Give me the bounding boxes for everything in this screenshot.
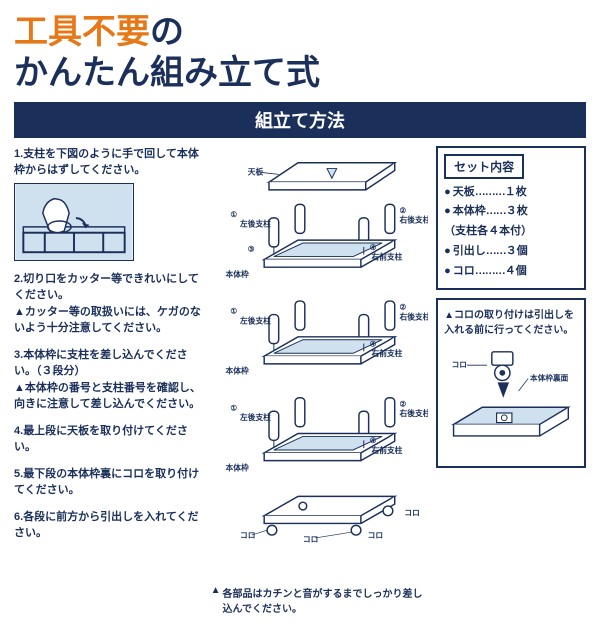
step-num: 1. [14,148,23,160]
step-4: 4.最上段に天板を取り付けてください。 [14,423,203,456]
assembly-diagram: 天板 ① 左後支柱 ② [211,146,429,576]
step-text: 最下段の本体枠裏にコロを取り付けてください。 [14,468,199,497]
step-3: 3.本体枠に支柱を差し込んでください。（３段分） ▲本体枠の番号と支柱番号を確認… [14,347,203,413]
svg-text:①: ① [230,306,237,315]
svg-text:左後支柱: 左後支柱 [239,315,271,325]
main-heading: 工具不要の かんたん組み立て式 [14,12,586,94]
step-text: 支柱を下図のように手で回して本体枠からはずしてください。 [14,148,199,177]
warn-icon: ▲ [211,585,221,596]
instructions-column: 1.支柱を下図のように手で回して本体枠からはずしてください。 [14,146,203,615]
list-item: 引出し……３個 [444,242,578,262]
step-1: 1.支柱を下図のように手で回して本体枠からはずしてください。 [14,146,203,261]
svg-text:右後支柱: 右後支柱 [398,311,428,321]
footer-text: 各部品はカチンと音がするまでしっかり差し込んでください。 [222,585,428,615]
svg-text:②: ② [399,206,406,215]
contents-box: セット内容 天板………１枚 本体枠……３枚（支柱各４本付） 引出し……３個 コロ… [436,146,586,290]
svg-text:①: ① [230,403,237,412]
contents-list: 天板………１枚 本体枠……３枚（支柱各４本付） 引出し……３個 コロ………４個 [444,183,578,282]
heading-suffix: の [150,13,184,51]
step-text: 本体枠に支柱を差し込んでください。（３段分） [14,349,188,378]
svg-text:②: ② [399,302,406,311]
contents-title: セット内容 [444,154,524,179]
step-warn: ▲カッター等の取扱いには、ケガのないよう十分注意してください。 [14,306,201,335]
caster-illustration: コロ 本体枠裏面 [444,336,578,446]
step-num: 5. [14,468,23,480]
diagram-column: 天板 ① 左後支柱 ② [211,146,429,615]
svg-text:本体枠: 本体枠 [225,365,248,375]
svg-text:右後支柱: 右後支柱 [398,214,428,224]
right-column: セット内容 天板………１枚 本体枠……３枚（支柱各４本付） 引出し……３個 コロ… [436,146,586,615]
svg-text:④: ④ [369,339,376,348]
svg-text:本体枠: 本体枠 [225,462,248,472]
lbl-tenban: 天板 [247,166,263,176]
svg-text:コロ: コロ [404,508,419,517]
step-2: 2.切り口をカッター等できれいにしてください。 ▲カッター等の取扱いには、ケガの… [14,271,203,337]
svg-text:④: ④ [369,436,376,445]
heading-accent: 工具不要 [14,13,150,51]
svg-text:②: ② [399,399,406,408]
step-text: 切り口をカッター等できれいにしてください。 [14,273,199,302]
list-item: コロ………４個 [444,262,578,282]
step-6: 6.各段に前方から引出しを入れてください。 [14,509,203,542]
svg-text:右後支柱: 右後支柱 [398,408,428,418]
svg-text:左後支柱: 左後支柱 [239,218,271,228]
svg-text:右前支柱: 右前支柱 [370,251,402,261]
footer-note: ▲ 各部品はカチンと音がするまでしっかり差し込んでください。 [211,585,429,615]
svg-text:本体枠裏面: 本体枠裏面 [530,372,569,382]
section-title-bar: 組立て方法 [14,102,586,138]
svg-text:コロ: コロ [302,534,317,543]
caster-note-box: ▲コロの取り付けは引出しを入れる前に行ってください。 コロ 本体枠裏面 [436,298,586,468]
svg-text:①: ① [230,210,237,219]
svg-text:コロ: コロ [367,531,382,540]
heading-line2: かんたん組み立て式 [14,54,320,92]
step-num: 6. [14,511,23,523]
svg-text:右前支柱: 右前支柱 [370,444,402,454]
koro-note-text: ▲コロの取り付けは引出しを入れる前に行ってください。 [444,306,578,336]
svg-text:コロ: コロ [240,531,255,540]
step-num: 2. [14,273,23,285]
step1-illustration [14,183,134,261]
svg-text:本体枠: 本体枠 [225,268,248,278]
step-text: 最上段に天板を取り付けてください。 [14,425,188,454]
svg-text:右前支柱: 右前支柱 [370,348,402,358]
step-num: 4. [14,425,23,437]
step-5: 5.最下段の本体枠裏にコロを取り付けてください。 [14,466,203,499]
step-text: 各段に前方から引出しを入れてください。 [14,511,199,540]
step-num: 3. [14,349,23,361]
list-item: 天板………１枚 [444,183,578,203]
svg-text:コロ: コロ [452,360,467,369]
svg-text:③: ③ [247,244,254,253]
step-warn: ▲本体枠の番号と支柱番号を確認し、向きに注意して差し込んでください。 [14,382,201,411]
list-item: 本体枠……３枚（支柱各４本付） [444,202,578,242]
svg-text:④: ④ [369,242,376,251]
svg-text:左後支柱: 左後支柱 [239,412,271,422]
